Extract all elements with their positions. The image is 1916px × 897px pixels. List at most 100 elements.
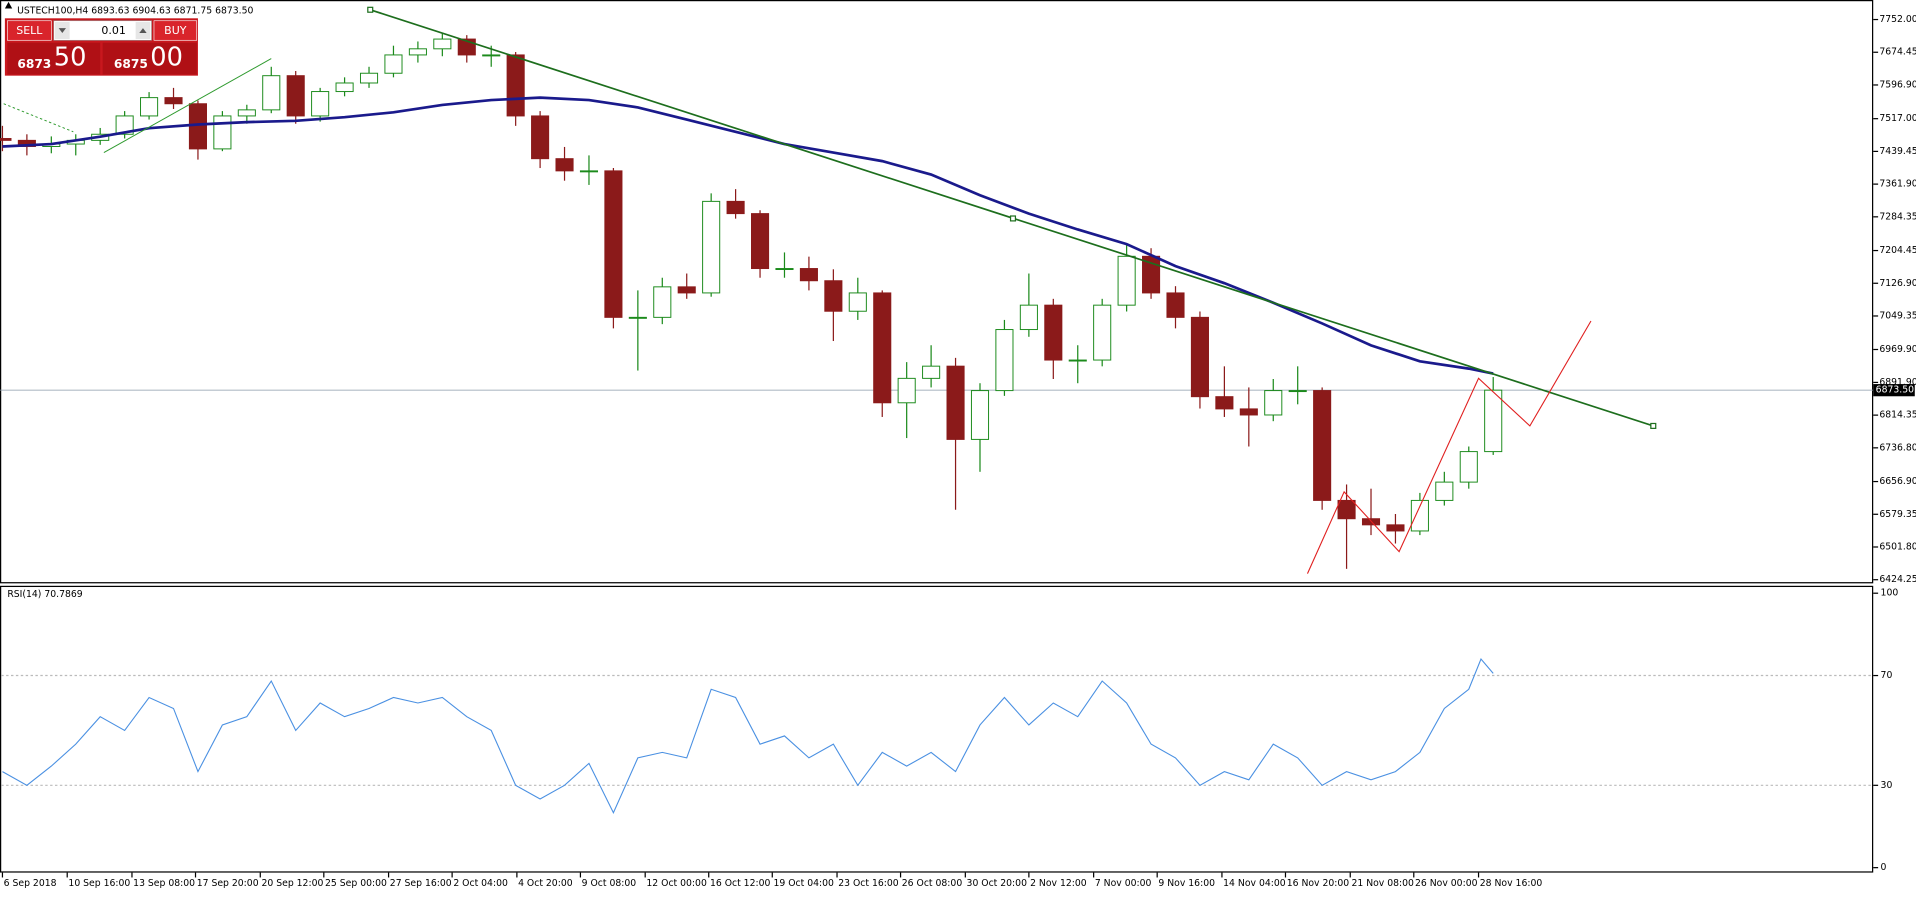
candle-body xyxy=(1435,481,1454,501)
candle-body xyxy=(653,286,672,318)
candle-body xyxy=(506,54,525,117)
lot-field[interactable] xyxy=(53,20,152,41)
rsi-title: RSI(14) 70.7869 xyxy=(7,589,82,600)
y-tick-label: 7517.00 xyxy=(1879,113,1916,124)
candle-body xyxy=(922,365,941,379)
candle-body xyxy=(775,268,794,271)
candle-body xyxy=(555,158,574,172)
candle-body xyxy=(1484,389,1503,453)
y-tick-label: 7049.35 xyxy=(1879,310,1916,321)
x-tick-label: 21 Nov 08:00 xyxy=(1351,878,1414,889)
x-tick-label: 26 Oct 08:00 xyxy=(902,878,963,889)
candle-body xyxy=(1093,304,1112,361)
candle-body xyxy=(995,329,1014,392)
x-tick-label: 2 Nov 12:00 xyxy=(1030,878,1087,889)
x-tick-label: 9 Nov 16:00 xyxy=(1158,878,1215,889)
buy-price-box[interactable] xyxy=(102,42,197,75)
main-panel-frame xyxy=(0,0,1874,584)
candle-body xyxy=(726,200,745,215)
candle-body xyxy=(311,91,330,117)
candle-body xyxy=(1068,359,1087,362)
y-tick-label: 6579.35 xyxy=(1879,509,1916,520)
sell-price-main: 6873 xyxy=(17,57,51,71)
x-tick-label: 20 Sep 12:00 xyxy=(261,878,323,889)
candle-body xyxy=(286,75,305,117)
y-tick-label: 6501.80 xyxy=(1879,541,1916,552)
sell-button[interactable] xyxy=(7,20,52,41)
x-tick-label: 28 Nov 16:00 xyxy=(1480,878,1543,889)
candle-body xyxy=(359,72,379,84)
trend-anchor xyxy=(1650,422,1657,429)
x-tick-label: 6 Sep 2018 xyxy=(4,878,57,889)
buy-label: BUY xyxy=(164,24,187,37)
y-tick-label: 6424.25 xyxy=(1879,574,1916,585)
candle-body xyxy=(579,170,599,173)
x-tick-label: 4 Oct 20:00 xyxy=(518,878,573,889)
candle-body xyxy=(408,48,427,56)
rsi-tick-label: 70 xyxy=(1881,670,1893,681)
candle-body xyxy=(1386,524,1405,532)
trend-anchor xyxy=(1009,215,1017,222)
candle-body xyxy=(848,292,867,312)
up-arrow xyxy=(139,28,147,33)
candle-body xyxy=(1190,316,1209,398)
collapse-icon[interactable] xyxy=(4,1,13,9)
candle-body xyxy=(433,38,452,50)
candle-body xyxy=(1288,390,1307,393)
candle-body xyxy=(1019,304,1038,331)
candle-body xyxy=(140,97,159,117)
symbol-info: USTECH100,H4 6893.63 6904.63 6871.75 687… xyxy=(17,5,253,16)
buy-button[interactable] xyxy=(153,20,198,41)
sell-price-pips: 50 xyxy=(54,43,87,73)
rsi-tick-label: 100 xyxy=(1881,588,1899,599)
candle-body xyxy=(335,82,354,93)
rsi-tick-label: 0 xyxy=(1881,862,1887,873)
candle-body xyxy=(1264,390,1283,416)
y-tick-label: 7204.45 xyxy=(1879,245,1916,256)
candle-body xyxy=(824,280,843,312)
sell-label: SELL xyxy=(16,24,43,37)
candle-body xyxy=(946,365,965,440)
x-tick-label: 17 Sep 20:00 xyxy=(197,878,259,889)
trend-line xyxy=(103,58,272,153)
candle-body xyxy=(1117,255,1136,306)
y-tick-label: 6736.80 xyxy=(1879,442,1916,453)
y-tick-label: 6656.90 xyxy=(1879,476,1916,487)
candle-body xyxy=(1044,304,1063,361)
trade-panel: USTECH100,H4 6893.63 6904.63 6871.75 687… xyxy=(4,1,254,76)
candle-body xyxy=(970,390,990,440)
candle-body xyxy=(873,292,892,404)
candle-body xyxy=(799,268,818,282)
candle-body xyxy=(482,54,501,57)
y-tick-label: 7752.00 xyxy=(1879,14,1916,25)
x-tick-label: 10 Sep 16:00 xyxy=(68,878,130,889)
drawings xyxy=(3,6,1657,574)
sell-price-box[interactable] xyxy=(7,42,101,75)
candle-body xyxy=(702,200,721,294)
candle-body xyxy=(1337,499,1356,520)
candle-body xyxy=(213,115,232,150)
candle-body xyxy=(262,75,281,111)
candle-body xyxy=(531,115,550,160)
pattern-line xyxy=(1306,320,1592,574)
candle-body xyxy=(1166,292,1185,318)
y-tick-label: 6969.90 xyxy=(1879,344,1916,355)
candle-body xyxy=(1239,408,1258,416)
x-tick-label: 7 Nov 00:00 xyxy=(1095,878,1152,889)
y-tick-label: 7361.90 xyxy=(1879,179,1916,190)
candle-body xyxy=(751,213,770,270)
x-tick-label: 26 Nov 00:00 xyxy=(1415,878,1478,889)
candle-body xyxy=(1459,451,1478,483)
x-tick-label: 14 Nov 04:00 xyxy=(1223,878,1286,889)
x-tick-label: 19 Oct 04:00 xyxy=(773,878,834,889)
x-tick-label: 13 Sep 08:00 xyxy=(133,878,195,889)
y-tick-label: 7439.45 xyxy=(1879,146,1916,157)
candle-body xyxy=(188,103,207,150)
current-price-box xyxy=(1873,384,1915,397)
candle-body xyxy=(384,54,403,74)
candle-body xyxy=(0,138,12,141)
candle-body xyxy=(628,316,647,319)
